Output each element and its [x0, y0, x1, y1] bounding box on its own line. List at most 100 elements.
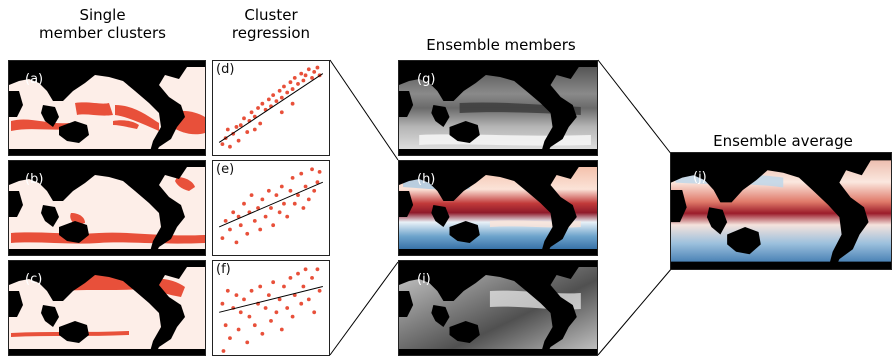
scatter-point-e-6: [238, 223, 243, 228]
scatter-point-f-25: [288, 276, 293, 280]
scatter-point-e-31: [306, 197, 311, 202]
scatter-point-f-26: [290, 314, 295, 319]
scatter-point-d-11: [249, 110, 254, 115]
panel-label-f: (f): [216, 262, 231, 277]
land-mass-g: [399, 61, 597, 155]
scatter-point-f-29: [299, 301, 304, 306]
scatter-point-e-3: [231, 210, 236, 215]
scatter-point-f-10: [247, 314, 252, 319]
header-regression-line2: regression: [231, 24, 311, 42]
connector-f-bottom: [329, 261, 399, 356]
scatter-point-e-34: [315, 180, 320, 185]
ensemble-map-i: (i): [398, 260, 598, 356]
scatter-point-f-24: [285, 306, 290, 310]
scatter-point-e-33: [312, 188, 317, 193]
scatter-point-e-19: [274, 193, 279, 197]
scatter-point-d-17: [266, 97, 271, 102]
scatter-point-d-29: [299, 71, 304, 76]
scatter-point-d-32: [306, 67, 311, 72]
scatter-point-d-30: [301, 78, 306, 83]
scatter-point-e-11: [252, 219, 257, 223]
ensemble-map-h: (h): [398, 160, 598, 256]
scatter-point-e-17: [269, 206, 273, 210]
ensemble-map-g: (g): [398, 60, 598, 156]
scatter-point-f-19: [271, 280, 276, 285]
scatter-point-e-25: [290, 176, 295, 180]
panel-label-c: (c): [25, 272, 43, 287]
scatter-point-e-32: [310, 167, 314, 172]
scatter-point-f-20: [274, 310, 279, 315]
scatter-point-e-10: [249, 193, 254, 197]
connector-d-top: [329, 59, 399, 161]
scatter-plot-d: [218, 65, 324, 149]
scatter-point-f-34: [312, 310, 317, 315]
scatter-panel-e: (e): [212, 160, 330, 256]
panel-label-a: (a): [25, 72, 44, 87]
connector-g-top: [597, 59, 673, 156]
scatter-plot-e: [218, 167, 324, 245]
scatter-point-f-7: [238, 310, 243, 315]
scatter-point-f-3: [228, 336, 232, 340]
scatter-point-f-9: [245, 340, 250, 345]
scatter-point-d-5: [234, 125, 239, 129]
header-ensemble-average: Ensemble average: [713, 132, 853, 150]
header-single-line1: Single: [79, 6, 126, 24]
scatter-point-d-22: [279, 95, 284, 100]
scatter-point-e-16: [266, 188, 271, 193]
header-ensemble-members: Ensemble members: [426, 36, 576, 54]
scatter-point-d-8: [242, 116, 246, 121]
scatter-point-e-1: [223, 219, 228, 223]
scatter-point-e-0: [220, 236, 225, 240]
scatter-point-f-35: [315, 267, 320, 272]
regression-line-e: [218, 181, 324, 228]
land-mass-c: [9, 261, 205, 355]
scatter-point-f-5: [234, 293, 239, 297]
panel-label-g: (g): [417, 72, 436, 87]
scatter-point-f-8: [242, 297, 246, 302]
land-mass-i: [399, 261, 597, 355]
scatter-point-d-13: [256, 106, 260, 110]
land-mass-j: [671, 153, 891, 269]
scatter-point-d-7: [238, 123, 243, 128]
scatter-point-d-26: [290, 87, 295, 91]
cluster-map-c: (c): [8, 260, 206, 356]
scatter-point-f-2: [225, 288, 230, 293]
scatter-point-f-6: [236, 327, 241, 332]
scatter-point-f-32: [306, 297, 311, 302]
ensemble-average-map-j: (j): [670, 152, 892, 270]
land-mass-b: [9, 161, 205, 255]
header-regression-line1: Cluster: [244, 6, 298, 24]
scatter-point-e-7: [242, 201, 246, 206]
scatter-point-f-23: [282, 284, 286, 289]
scatter-point-d-15: [260, 101, 265, 106]
scatter-point-e-21: [279, 184, 284, 189]
scatter-point-d-14: [258, 121, 263, 126]
scatter-point-e-18: [271, 223, 276, 228]
scatter-point-e-28: [299, 171, 304, 176]
scatter-point-e-27: [296, 193, 300, 197]
scatter-point-d-0: [220, 142, 225, 147]
scatter-point-f-36: [317, 288, 322, 293]
header-single-member-clusters: Single member clusters: [0, 6, 205, 42]
scatter-point-f-12: [252, 323, 257, 328]
regression-line-f: [219, 286, 323, 313]
panel-label-i: (i): [417, 272, 431, 287]
scatter-point-f-28: [296, 271, 300, 276]
scatter-point-d-23: [282, 84, 286, 89]
scatter-point-f-16: [263, 306, 268, 310]
scatter-point-e-13: [258, 227, 263, 232]
scatter-point-e-22: [282, 201, 286, 206]
scatter-point-f-11: [249, 288, 254, 293]
panel-label-d: (d): [216, 62, 235, 77]
scatter-point-d-25: [288, 80, 293, 85]
scatter-point-d-6: [236, 138, 241, 143]
scatter-point-d-20: [274, 99, 279, 104]
panel-label-h: (h): [417, 172, 436, 187]
scatter-point-e-30: [303, 184, 308, 189]
scatter-point-d-38: [279, 110, 284, 115]
panel-label-j: (j): [693, 170, 707, 185]
header-single-line2: member clusters: [39, 24, 166, 42]
scatter-point-d-33: [310, 76, 314, 80]
scatter-point-f-17: [266, 293, 271, 297]
scatter-point-f-21: [277, 297, 282, 302]
